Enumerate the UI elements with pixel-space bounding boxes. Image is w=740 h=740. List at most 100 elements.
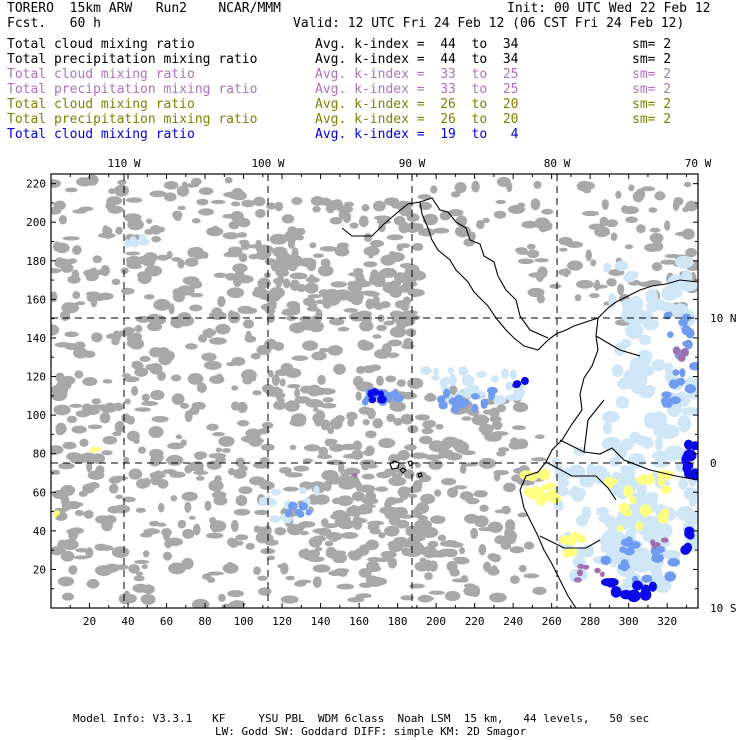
cloud-cell	[234, 271, 245, 277]
light-blue-cell	[617, 377, 633, 390]
cloud-cell	[196, 475, 205, 481]
cloud-cell	[141, 401, 159, 406]
cloud-cell	[273, 341, 285, 351]
cloud-cell	[497, 447, 510, 452]
cloud-cell	[165, 350, 175, 361]
mid-blue-cell	[620, 538, 634, 547]
y-tick-label: 160	[26, 293, 46, 306]
mid-blue-cell	[448, 397, 460, 406]
cloud-cell	[415, 414, 430, 421]
cloud-cell	[51, 324, 60, 336]
cloud-cell	[263, 525, 272, 537]
light-blue-cell	[602, 410, 620, 423]
light-blue-cell	[664, 362, 674, 376]
cloud-cell	[254, 286, 266, 292]
cloud-cell	[518, 564, 527, 573]
cloud-cell	[417, 594, 433, 603]
cloud-cell	[441, 477, 457, 486]
cloud-cell	[112, 431, 122, 437]
cloud-cell	[270, 236, 282, 244]
cloud-cell	[644, 243, 660, 252]
cloud-cell	[105, 333, 122, 340]
cloud-cell	[322, 397, 334, 403]
mid-blue-cell	[685, 328, 695, 339]
legend-smoothing: sm= 2	[632, 37, 672, 52]
cloud-cell	[314, 415, 323, 427]
dark-blue-cell	[368, 396, 377, 404]
cloud-cell	[575, 279, 594, 289]
cloud-cell	[73, 555, 89, 560]
cloud-cell	[280, 595, 299, 604]
cloud-cell	[383, 320, 395, 326]
cloud-cell	[78, 457, 95, 463]
cloud-cell	[149, 471, 166, 479]
cloud-cell	[298, 257, 317, 267]
light-blue-cell	[596, 506, 610, 517]
cloud-cell	[302, 297, 316, 306]
cloud-cell	[170, 316, 185, 329]
light-blue-cell	[269, 515, 281, 523]
light-blue-cell	[608, 293, 617, 308]
cloud-cell	[66, 528, 76, 534]
x-tick-label: 100	[234, 615, 254, 628]
cloud-cell	[648, 207, 658, 213]
cloud-cell	[289, 444, 297, 450]
cloud-cell	[80, 452, 96, 460]
cloud-cell	[149, 190, 167, 198]
cloud-cell	[222, 448, 231, 453]
legend-row: Total cloud mixing ratio Avg. k-index = …	[7, 67, 733, 82]
cloud-cell	[141, 393, 150, 402]
dark-blue-cell	[377, 395, 387, 404]
purple-cell	[594, 567, 601, 574]
cloud-cell	[148, 425, 164, 438]
cloud-cell	[149, 458, 161, 467]
cloud-cell	[208, 479, 224, 492]
cloud-cell	[314, 547, 323, 552]
lat-label: 10 N	[710, 312, 737, 325]
cloud-cell	[327, 345, 343, 356]
cloud-cell	[325, 547, 337, 559]
cloud-cell	[131, 385, 139, 396]
yellow-cell	[657, 476, 665, 487]
cloud-cell	[470, 527, 479, 539]
cloud-cell	[324, 540, 334, 547]
dark-blue-cell	[683, 542, 693, 553]
cloud-cell	[508, 523, 515, 532]
cloud-cell	[245, 542, 255, 550]
cloud-cell	[482, 409, 495, 415]
mid-blue-cell	[470, 393, 480, 400]
cloud-cell	[309, 481, 326, 488]
mid-blue-cell	[651, 553, 664, 563]
cloud-cell	[589, 293, 600, 299]
cloud-cell	[411, 291, 418, 298]
cloud-cell	[330, 281, 347, 288]
cloud-cell	[102, 379, 113, 384]
cloud-cell	[235, 457, 245, 468]
x-tick-label: 320	[657, 615, 677, 628]
legend-row: Total precipitation mixing ratio Avg. k-…	[7, 82, 733, 97]
light-blue-cell	[431, 374, 440, 381]
cloud-cell	[86, 460, 93, 473]
cloud-cell	[254, 509, 269, 516]
cloud-cell	[375, 486, 389, 492]
cloud-cell	[649, 232, 664, 244]
cloud-cell	[91, 398, 102, 405]
cloud-cell	[309, 242, 317, 249]
light-blue-cell	[568, 464, 586, 479]
legend-row: Total cloud mixing ratio Avg. k-index = …	[7, 127, 733, 142]
light-blue-cell	[621, 305, 640, 324]
cloud-cell	[326, 531, 343, 541]
legend-smoothing: sm= 2	[632, 67, 672, 82]
cloud-cell	[259, 293, 273, 300]
cloud-cell	[305, 399, 324, 408]
cloud-cell	[74, 370, 84, 379]
cloud-cell	[349, 287, 357, 294]
light-blue-cell	[660, 549, 681, 560]
cloud-cell	[303, 444, 321, 452]
purple-cell	[573, 577, 582, 583]
lon-label: 80 W	[544, 157, 571, 170]
cloud-cell	[108, 476, 122, 484]
light-blue-cell	[265, 495, 272, 505]
cloud-cell	[256, 249, 269, 261]
cloud-cell	[267, 369, 274, 378]
